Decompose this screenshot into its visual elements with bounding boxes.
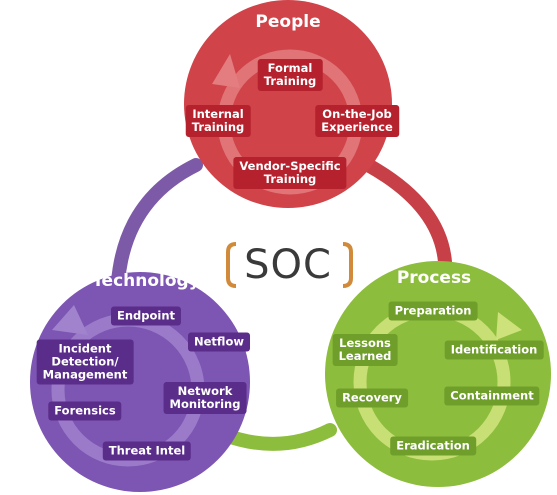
connector-people-technology [111, 158, 203, 289]
technology-item-netflow: Netflow [188, 332, 250, 352]
people-item-vendor-specific-training: Vendor-Specific Training [233, 157, 347, 189]
process-item-containment: Containment [444, 386, 540, 406]
process-item-recovery: Recovery [336, 388, 408, 408]
process-item-identification: Identification [444, 340, 544, 360]
people-title: People [255, 12, 321, 32]
soc-right-bracket [342, 242, 353, 288]
technology-title: Technology [92, 271, 200, 291]
process-item-lessons-learned: Lessons Learned [332, 334, 398, 366]
soc-left-bracket [226, 242, 237, 288]
process-item-preparation: Preparation [388, 301, 478, 321]
technology-item-network-monitoring: Network Monitoring [163, 382, 247, 414]
people-item-internal-training: Internal Training [185, 105, 251, 137]
technology-item-forensics: Forensics [48, 401, 122, 421]
people-item-on-the-job-experience: On-the-Job Experience [315, 105, 399, 137]
connector-people-process [361, 158, 452, 269]
soc-center-label: SOC [244, 242, 332, 288]
technology-cycle-arrowhead [52, 305, 88, 335]
connector-technology-process [218, 423, 337, 451]
technology-item-incident-detection-management: Incident Detection/ Management [36, 339, 134, 385]
technology-item-endpoint: Endpoint [110, 306, 182, 326]
people-cycle-arrowhead [212, 54, 240, 88]
people-item-formal-training: Formal Training [257, 59, 323, 91]
process-item-eradication: Eradication [390, 436, 476, 456]
process-cycle-arrowhead [496, 312, 522, 340]
technology-item-threat-intel: Threat Intel [102, 441, 192, 461]
process-title: Process [396, 268, 472, 288]
